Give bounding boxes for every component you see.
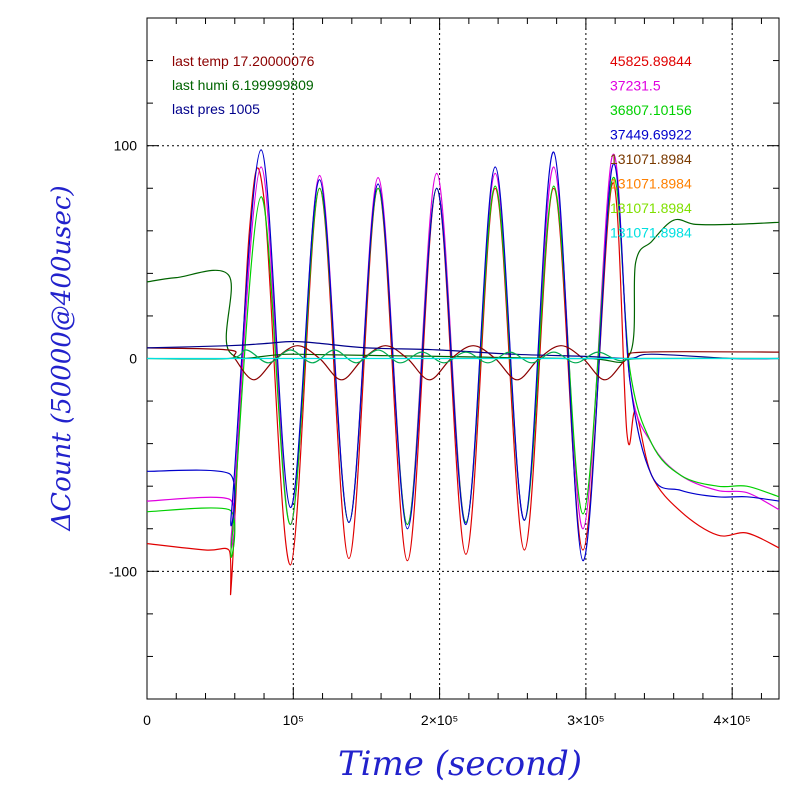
legend-value-4: 131071.8984 xyxy=(610,151,692,167)
x-tick-label: 3×10⁵ xyxy=(567,712,604,728)
legend: last temp 17.20000076 last humi 6.1999998… xyxy=(172,53,692,241)
info-line-1: last humi 6.199999809 xyxy=(172,77,314,93)
legend-value-3: 37449.69922 xyxy=(610,127,692,143)
y-tick-label: 100 xyxy=(114,138,138,154)
x-tick-label: 0 xyxy=(143,712,151,728)
series-line-6 xyxy=(146,340,780,360)
tick-labels: 0 10⁵ 2×10⁵ 3×10⁵ 4×10⁵ 100 0 -100 xyxy=(109,138,751,728)
y-tick-label: -100 xyxy=(109,563,137,579)
x-tick-label: 10⁵ xyxy=(283,712,304,728)
x-axis-title: Time (second) xyxy=(338,744,582,784)
x-tick-label: 2×10⁵ xyxy=(421,712,458,728)
legend-value-7: 131071.8984 xyxy=(610,225,692,241)
axis-ticks xyxy=(147,18,779,699)
series-line-3 xyxy=(146,149,780,562)
info-line-0: last temp 17.20000076 xyxy=(172,53,315,69)
series-lines xyxy=(146,149,780,596)
y-axis-title: ΔCount (50000@400usec) xyxy=(47,185,77,531)
legend-value-0: 45825.89844 xyxy=(610,53,692,69)
legend-value-5: 131071.8984 xyxy=(610,176,692,192)
legend-value-1: 37231.5 xyxy=(610,78,661,94)
info-line-2: last pres 1005 xyxy=(172,101,260,117)
x-tick-label: 4×10⁵ xyxy=(714,712,751,728)
series-line-4 xyxy=(146,218,780,364)
series-line-5 xyxy=(146,345,780,381)
y-tick-label: 0 xyxy=(129,351,137,367)
legend-value-2: 36807.10156 xyxy=(610,102,692,118)
legend-value-6: 131071.8984 xyxy=(610,200,692,216)
